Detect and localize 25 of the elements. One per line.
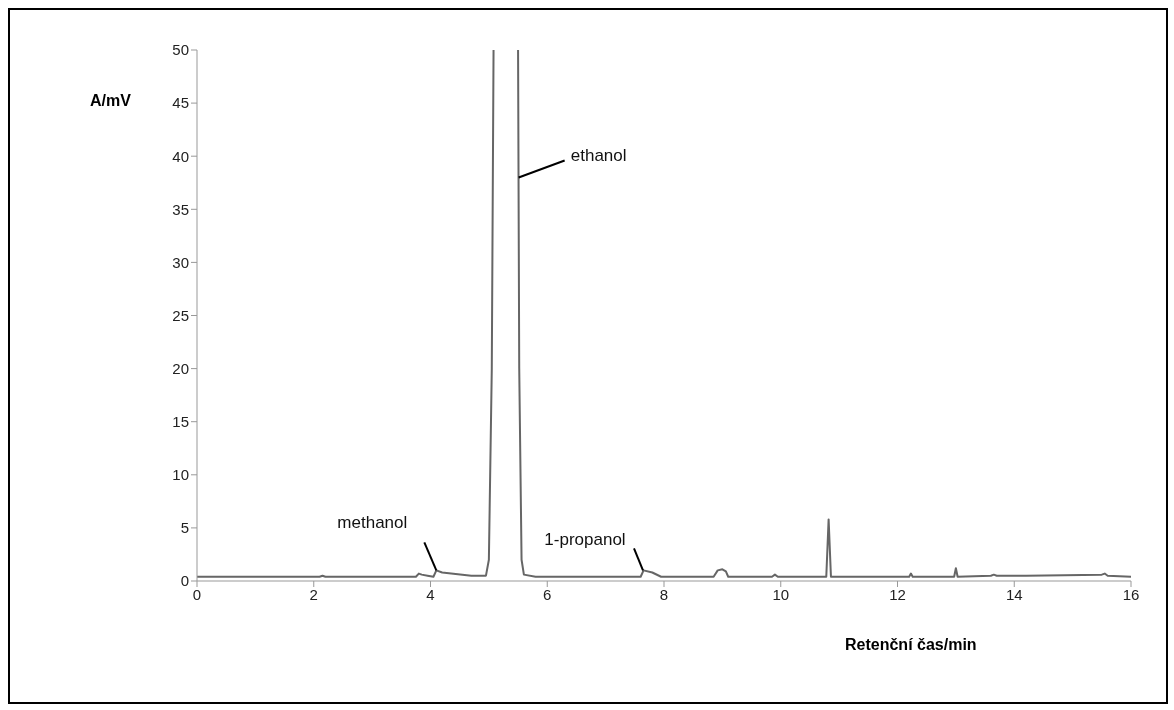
x-tick-label: 6 <box>543 585 552 603</box>
y-tick-label: 35 <box>172 200 189 218</box>
x-tick-label: 0 <box>192 585 202 603</box>
x-tick-label: 16 <box>1122 585 1140 603</box>
y-tick-label: 0 <box>180 572 189 590</box>
y-tick-label: 30 <box>172 253 189 271</box>
y-tick-label: 25 <box>172 306 189 324</box>
y-tick-label: 10 <box>172 466 189 484</box>
y-tick-label: 20 <box>172 359 189 377</box>
annotation: ethanol <box>570 145 627 165</box>
y-tick-label: 40 <box>172 147 189 165</box>
x-tick-label: 4 <box>426 585 435 603</box>
y-tick-label: 45 <box>172 94 189 112</box>
x-tick-label: 14 <box>1005 585 1023 603</box>
x-tick-label: 12 <box>889 585 906 603</box>
annotation: methanol <box>337 512 408 532</box>
y-tick-label: 5 <box>180 519 189 537</box>
x-axis-title: Retenční čas/min <box>845 636 977 654</box>
x-tick-label: 2 <box>309 585 318 603</box>
x-tick-label: 10 <box>772 585 790 603</box>
x-tick-label: 8 <box>659 585 669 603</box>
y-axis-title: A/mV <box>90 92 131 110</box>
y-tick-label: 15 <box>172 413 189 431</box>
y-tick-label: 50 <box>172 41 189 59</box>
annotation: 1-propanol <box>544 529 626 549</box>
